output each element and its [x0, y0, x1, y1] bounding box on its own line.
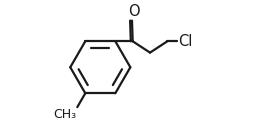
- Text: O: O: [128, 4, 139, 19]
- Text: CH₃: CH₃: [53, 109, 77, 122]
- Text: Cl: Cl: [178, 34, 192, 49]
